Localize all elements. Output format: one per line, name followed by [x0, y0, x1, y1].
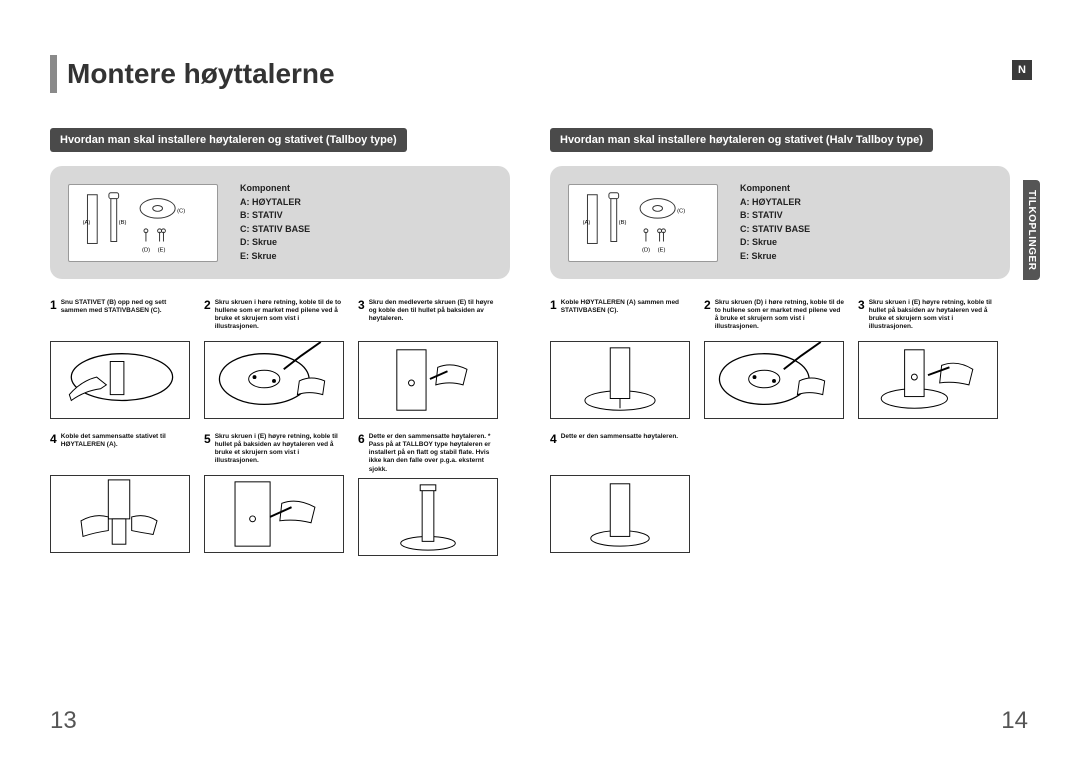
- page-number-left: 13: [50, 707, 77, 735]
- step-number: 3: [358, 299, 365, 337]
- step: 4 Dette er den sammensatte høytaleren.: [550, 433, 690, 553]
- side-tab: TILKOPLINGER: [1023, 180, 1040, 280]
- svg-text:(E): (E): [658, 247, 666, 253]
- step-number: 5: [204, 433, 211, 471]
- component-item: A: HØYTALER: [240, 196, 310, 210]
- step-illustration: [858, 341, 998, 419]
- step: 4 Koble det sammensatte stativet til HØY…: [50, 433, 190, 556]
- step-number: 4: [550, 433, 557, 471]
- step-illustration: [704, 341, 844, 419]
- step-text: Skru skruen i høre retning, koble til de…: [215, 299, 344, 337]
- components-list-right: Komponent A: HØYTALER B: STATIV C: STATI…: [740, 182, 810, 263]
- component-item: C: STATIV BASE: [740, 223, 810, 237]
- svg-text:(C): (C): [177, 208, 185, 214]
- left-column: Hvordan man skal installere høytaleren o…: [50, 128, 510, 556]
- step-illustration: [204, 475, 344, 553]
- title-bar: Montere høyttalerne: [50, 55, 335, 93]
- step: 5 Skru skruen i (E) høyre retning, koble…: [204, 433, 344, 556]
- step: 6 Dette er den sammensatte høytaleren. *…: [358, 433, 498, 556]
- step-text: Skru skruen i (E) høyre retning, koble t…: [215, 433, 344, 471]
- section-title-left: Hvordan man skal installere høytaleren o…: [50, 128, 407, 152]
- svg-text:(B): (B): [619, 219, 627, 225]
- step-text: Dette er den sammensatte høytaleren. * P…: [369, 433, 498, 474]
- right-column: Hvordan man skal installere høytaleren o…: [550, 128, 1010, 556]
- step: 2 Skru skruen (D) i høre retning, koble …: [704, 299, 844, 419]
- steps-right: 1 Koble HØYTALEREN (A) sammen med STATIV…: [550, 299, 1010, 553]
- page-number-right: 14: [1001, 707, 1028, 735]
- component-item: A: HØYTALER: [740, 196, 810, 210]
- step-text: Skru den medleverte skruen (E) til høyre…: [369, 299, 498, 337]
- step: 1 Koble HØYTALEREN (A) sammen med STATIV…: [550, 299, 690, 419]
- component-item: B: STATIV: [240, 209, 310, 223]
- step-illustration: [550, 341, 690, 419]
- svg-text:(A): (A): [83, 219, 91, 225]
- step-text: Snu STATIVET (B) opp ned og sett sammen …: [61, 299, 190, 337]
- svg-text:(D): (D): [142, 247, 150, 253]
- step-illustration: [50, 341, 190, 419]
- step-number: 2: [704, 299, 711, 337]
- step-number: 1: [50, 299, 57, 337]
- section-title-right: Hvordan man skal installere høytaleren o…: [550, 128, 933, 152]
- step-text: Skru skruen (D) i høre retning, koble ti…: [715, 299, 844, 337]
- component-item: E: Skrue: [740, 250, 810, 264]
- language-badge: N: [1012, 60, 1032, 80]
- components-heading: Komponent: [240, 182, 310, 196]
- step-illustration: [358, 478, 498, 556]
- step-number: 1: [550, 299, 557, 337]
- step: 3 Skru skruen i (E) høyre retning, koble…: [858, 299, 998, 419]
- step-illustration: [204, 341, 344, 419]
- component-item: B: STATIV: [740, 209, 810, 223]
- step-number: 3: [858, 299, 865, 337]
- step-text: Koble HØYTALEREN (A) sammen med STATIVBA…: [561, 299, 690, 337]
- svg-text:(A): (A): [583, 219, 591, 225]
- step-illustration: [50, 475, 190, 553]
- components-heading: Komponent: [740, 182, 810, 196]
- svg-text:(B): (B): [119, 219, 127, 225]
- step-number: 6: [358, 433, 365, 474]
- content-spread: Hvordan man skal installere høytaleren o…: [50, 128, 1010, 556]
- components-panel-right: (A) (B) (C) (D) (E): [550, 166, 1010, 279]
- step-number: 4: [50, 433, 57, 471]
- step-number: 2: [204, 299, 211, 337]
- steps-left: 1 Snu STATIVET (B) opp ned og sett samme…: [50, 299, 510, 556]
- svg-text:(E): (E): [158, 247, 166, 253]
- step-text: Koble det sammensatte stativet til HØYTA…: [61, 433, 190, 471]
- svg-text:(C): (C): [677, 208, 685, 214]
- component-item: D: Skrue: [240, 236, 310, 250]
- components-panel-left: (A) (B) (C) (D) (E): [50, 166, 510, 279]
- components-diagram-right: (A) (B) (C) (D) (E): [568, 184, 718, 262]
- step: 1 Snu STATIVET (B) opp ned og sett samme…: [50, 299, 190, 419]
- components-diagram-left: (A) (B) (C) (D) (E): [68, 184, 218, 262]
- component-item: C: STATIV BASE: [240, 223, 310, 237]
- step: 3 Skru den medleverte skruen (E) til høy…: [358, 299, 498, 419]
- step-text: Skru skruen i (E) høyre retning, koble t…: [869, 299, 998, 337]
- step-illustration: [358, 341, 498, 419]
- step-illustration: [550, 475, 690, 553]
- step: 2 Skru skruen i høre retning, koble til …: [204, 299, 344, 419]
- components-list-left: Komponent A: HØYTALER B: STATIV C: STATI…: [240, 182, 310, 263]
- title-accent: [50, 55, 57, 93]
- component-item: E: Skrue: [240, 250, 310, 264]
- page-title: Montere høyttalerne: [67, 58, 335, 90]
- component-item: D: Skrue: [740, 236, 810, 250]
- svg-text:(D): (D): [642, 247, 650, 253]
- step-text: Dette er den sammensatte høytaleren.: [561, 433, 678, 471]
